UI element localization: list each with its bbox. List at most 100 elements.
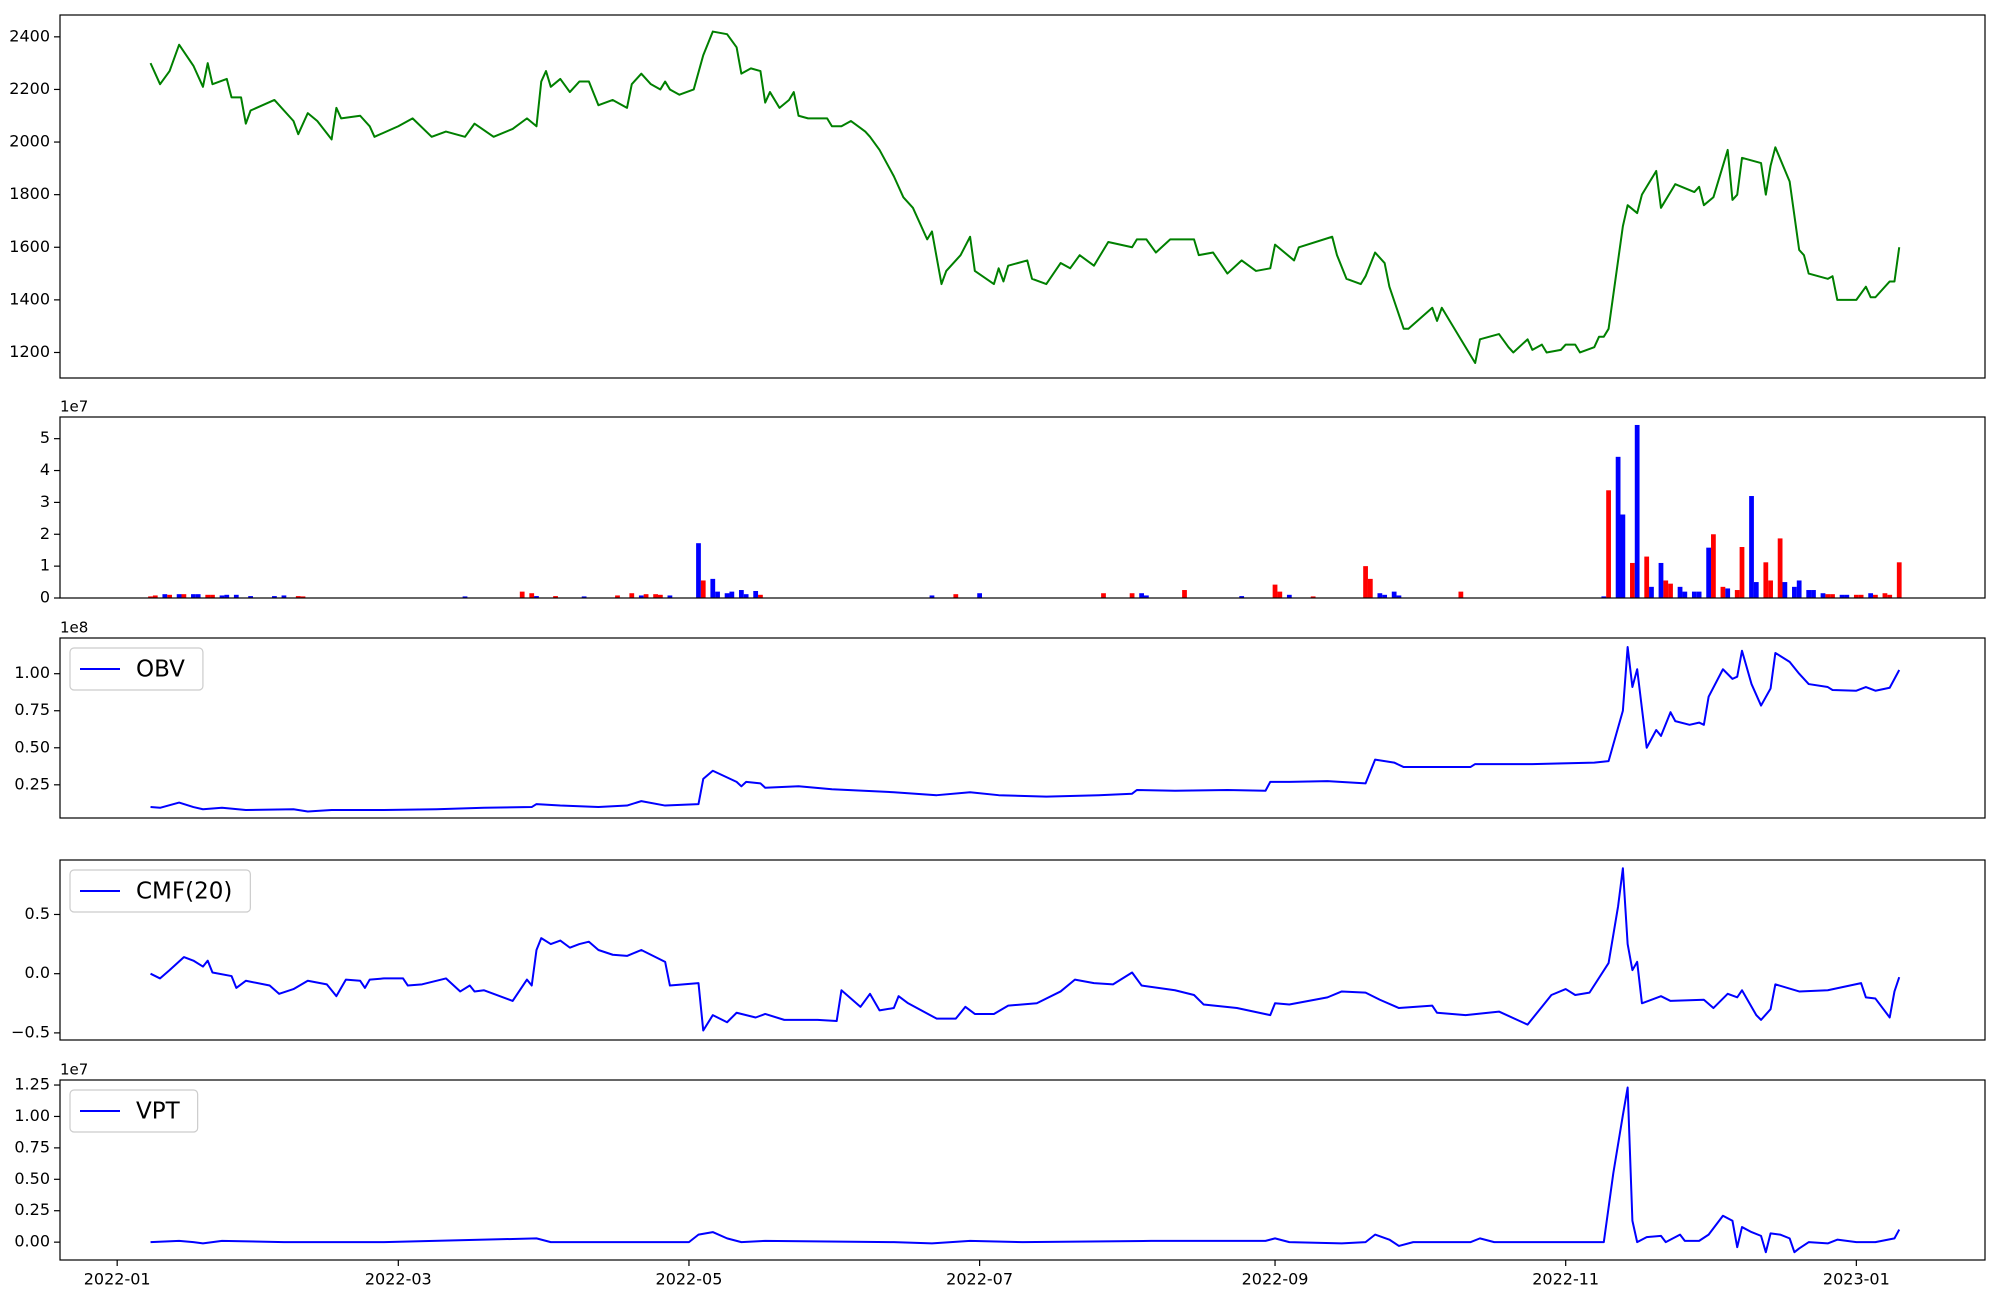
volume-bar <box>148 596 153 598</box>
y-tick-label: 0.25 <box>14 774 50 793</box>
volume-bar <box>176 594 182 598</box>
volume-bar <box>615 595 620 598</box>
volume-bar <box>248 596 253 598</box>
y-tick-label: 0.50 <box>14 737 50 756</box>
volume-bar <box>667 595 673 598</box>
volume-bar <box>977 593 982 598</box>
axes-frame <box>59 637 1986 819</box>
volume-bar <box>1858 594 1864 598</box>
volume-bar <box>281 595 287 598</box>
volume-bar <box>700 580 706 598</box>
volume-bar <box>167 594 172 598</box>
axis-offset-label: 1e7 <box>60 1061 88 1079</box>
volume-bar <box>1873 594 1878 598</box>
y-tick-label: 0.75 <box>14 700 50 719</box>
volume-bar <box>1182 590 1187 598</box>
volume-bar <box>191 594 196 598</box>
volume-bar <box>1811 590 1816 598</box>
x-tick-label: 2022-05 <box>656 1270 723 1289</box>
volume-bar <box>233 594 239 598</box>
volume-bar <box>724 593 730 598</box>
volume-bar <box>1272 584 1278 598</box>
volume-bar <box>152 595 158 598</box>
x-tick-label: 2023-01 <box>1823 1270 1890 1289</box>
volume-bar <box>1239 596 1245 598</box>
volume-bar <box>1310 596 1316 598</box>
volume-bar <box>1839 594 1845 598</box>
plot-area <box>150 1086 1901 1254</box>
legend-label: VPT <box>136 1099 181 1125</box>
volume-bar <box>1706 547 1712 598</box>
volume-bar <box>1868 593 1874 598</box>
y-tick-label: 2000 <box>9 132 50 151</box>
axes-frame <box>59 14 1986 379</box>
y-tick-label: 1800 <box>9 184 50 203</box>
volume-bar <box>1677 586 1683 598</box>
volume-bar <box>1601 596 1607 598</box>
volume-bar <box>1367 578 1373 598</box>
volume-bar <box>295 596 301 598</box>
volume-bar <box>181 594 187 598</box>
volume-bar <box>729 591 735 598</box>
volume-bar <box>534 596 539 598</box>
y-tick-label: 0 <box>40 588 50 607</box>
volume-bar <box>1749 496 1754 598</box>
legend-box <box>69 1089 199 1133</box>
volume-bar <box>195 594 201 598</box>
axis-offset-label: 1e7 <box>60 398 88 416</box>
line-series <box>150 1086 1901 1254</box>
volume-bar <box>753 590 759 598</box>
volume-bar <box>1377 593 1383 598</box>
plot-area <box>150 646 1901 813</box>
volume-bar <box>953 594 959 598</box>
volume-bar <box>1458 591 1464 598</box>
volume-bar <box>1896 562 1902 598</box>
volume-bar <box>929 595 935 598</box>
volume-bar <box>1658 562 1664 598</box>
y-tick-label: 0.5 <box>25 904 50 923</box>
volume-bar <box>553 596 558 598</box>
y-tick-label: 0.25 <box>14 1200 50 1219</box>
volume-bar <box>300 596 306 598</box>
volume-bar <box>638 595 644 598</box>
volume-bar <box>1101 593 1106 598</box>
y-tick-label: 1600 <box>9 237 50 256</box>
line-series <box>149 30 1901 365</box>
volume-bar <box>1825 594 1831 598</box>
y-tick-label: 1200 <box>9 342 50 361</box>
volume-bar <box>629 593 635 598</box>
legend-box <box>69 869 251 913</box>
y-tick-label: 0.0 <box>25 963 50 982</box>
y-tick-label: 1400 <box>9 289 50 308</box>
volume-bar <box>462 596 468 598</box>
volume-bar <box>1720 586 1726 598</box>
line-series <box>150 867 1901 1032</box>
volume-bar <box>519 591 525 598</box>
volume-bar <box>1820 593 1826 598</box>
x-tick-label: 2022-01 <box>84 1270 151 1289</box>
volume-bar <box>653 594 658 598</box>
line-series <box>150 646 1901 813</box>
legend-box <box>69 647 204 691</box>
volume-bar <box>1644 556 1650 598</box>
volume-bar <box>1668 583 1673 598</box>
volume-bar <box>1782 582 1788 598</box>
volume-bar <box>1739 547 1745 598</box>
legend-label: CMF(20) <box>136 879 232 905</box>
volume-bar <box>1777 538 1783 598</box>
volume-bar <box>1396 595 1402 598</box>
volume-bar <box>1830 594 1835 598</box>
volume-bar <box>1725 588 1731 598</box>
volume-bar <box>1763 562 1769 598</box>
plot-area <box>148 424 1902 598</box>
x-tick-label: 2022-09 <box>1242 1270 1309 1289</box>
volume-bar <box>219 595 225 598</box>
y-tick-label: 1.00 <box>14 1106 50 1125</box>
volume-bar <box>1620 514 1626 598</box>
volume-bar <box>1144 595 1149 598</box>
axes-frame <box>59 1079 1986 1261</box>
volume-bar <box>272 596 277 598</box>
y-tick-label: 2400 <box>9 26 50 45</box>
